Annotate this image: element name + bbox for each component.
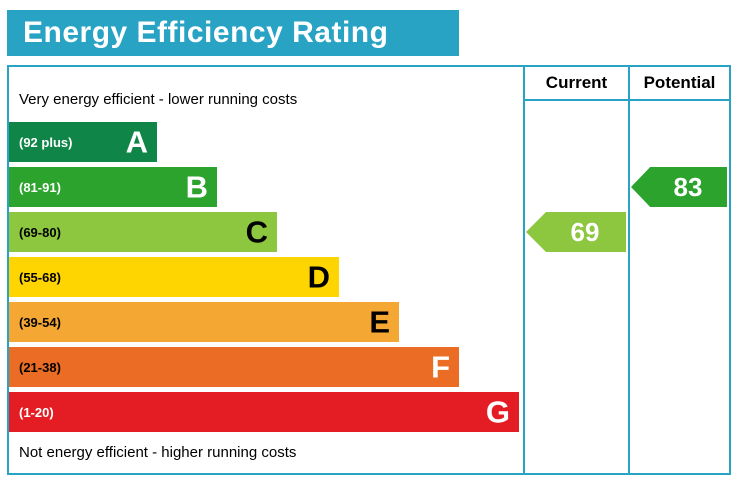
bottom-annotation: Not energy efficient - higher running co… [19,444,297,461]
band-row-f: (21-38) F [9,347,523,387]
band-range-e: (39-54) [19,314,61,330]
current-rating-pointer: 69 [526,212,626,252]
band-row-g: (1-20) G [9,392,523,432]
current-column: Current [523,67,628,473]
band-bar-f: (21-38) F [9,347,459,387]
band-letter-c: C [245,214,268,250]
top-annotation: Very energy efficient - lower running co… [19,91,298,108]
band-letter-e: E [369,304,390,340]
band-letter-f: F [431,349,450,385]
band-bar-d: (55-68) D [9,257,339,297]
band-range-c: (69-80) [19,224,61,240]
band-range-a: (92 plus) [19,134,73,150]
band-range-b: (81-91) [19,179,61,195]
band-letter-a: A [125,124,148,160]
current-column-header: Current [525,67,628,101]
rating-chart: Very energy efficient - lower running co… [7,65,731,475]
bands-area: Very energy efficient - lower running co… [9,67,523,473]
band-letter-b: B [185,169,208,205]
band-range-g: (1-20) [19,404,54,420]
band-bars: (92 plus) A (81-91) B (69-80) C [9,122,523,437]
band-row-c: (69-80) C [9,212,523,252]
band-row-d: (55-68) D [9,257,523,297]
potential-column: Potential [628,67,729,473]
band-letter-d: D [307,259,330,295]
potential-rating-pointer: 83 [631,167,727,207]
band-range-d: (55-68) [19,269,61,285]
potential-column-header: Potential [630,67,729,101]
band-bar-a: (92 plus) A [9,122,157,162]
band-range-f: (21-38) [19,359,61,375]
band-bar-b: (81-91) B [9,167,217,207]
band-bar-e: (39-54) E [9,302,399,342]
page-title: Energy Efficiency Rating [7,10,459,56]
band-row-e: (39-54) E [9,302,523,342]
band-row-b: (81-91) B [9,167,523,207]
band-row-a: (92 plus) A [9,122,523,162]
band-letter-g: G [485,394,510,430]
band-bar-g: (1-20) G [9,392,519,432]
band-bar-c: (69-80) C [9,212,277,252]
